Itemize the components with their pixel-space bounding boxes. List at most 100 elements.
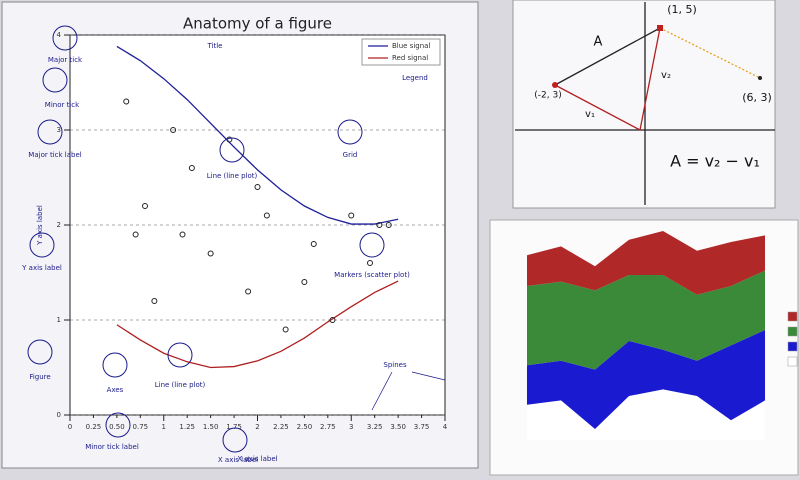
y-tick-label: 1 bbox=[57, 316, 61, 324]
x-minor-tick-label: 2.75 bbox=[320, 423, 336, 431]
line bbox=[116, 280, 399, 369]
x-minor-tick-label: 3.75 bbox=[414, 423, 430, 431]
diagram-label: (-2, 3) bbox=[534, 91, 561, 101]
chart-title: Anatomy of a figure bbox=[183, 15, 332, 33]
legend-swatch bbox=[787, 326, 798, 337]
x-axis-label: X axis label bbox=[237, 455, 277, 463]
x-minor-tick-label: 0.75 bbox=[133, 423, 149, 431]
annotation: Minor tick bbox=[45, 101, 80, 109]
x-tick-label: 4 bbox=[443, 423, 448, 431]
x-minor-tick-label: 1.75 bbox=[226, 423, 242, 431]
area bbox=[527, 231, 765, 295]
x-tick-label: 0 bbox=[68, 423, 72, 431]
spine-pointer bbox=[411, 371, 446, 381]
marker bbox=[142, 203, 148, 209]
annotation: Major tick label bbox=[28, 151, 81, 159]
annotation: Line (line plot) bbox=[155, 381, 206, 389]
spine-pointer bbox=[371, 371, 393, 411]
marker bbox=[207, 250, 214, 257]
diagram-label: v₂ bbox=[661, 70, 671, 81]
marker bbox=[170, 127, 177, 133]
diagram-label: v₁ bbox=[585, 109, 595, 120]
annotation-circle bbox=[222, 427, 248, 453]
marker bbox=[329, 317, 336, 323]
annotation: Y axis label bbox=[21, 264, 62, 272]
vector-line bbox=[554, 27, 661, 86]
marker bbox=[151, 298, 158, 304]
y-axis-label: Y axis label bbox=[36, 205, 44, 246]
annotation: Figure bbox=[29, 373, 50, 381]
annotation-circle bbox=[359, 232, 385, 258]
marker bbox=[245, 288, 252, 295]
annotation-circle bbox=[37, 119, 63, 145]
x-tick-label: 2 bbox=[255, 423, 259, 431]
marker bbox=[254, 184, 261, 190]
x-minor-tick-label: 0.25 bbox=[86, 423, 102, 431]
vector-panel bbox=[512, 0, 776, 209]
annotation-circle bbox=[52, 25, 78, 51]
x-minor-tick-label: 1.50 bbox=[203, 423, 219, 431]
annotation: X axis label bbox=[218, 456, 258, 464]
marker bbox=[179, 231, 186, 238]
y-tick-label: 0 bbox=[57, 411, 61, 419]
annotation: Line (line plot) bbox=[207, 172, 258, 180]
legend-label: Red signal bbox=[392, 54, 428, 62]
annotation: Minor tick label bbox=[85, 443, 139, 451]
marker bbox=[132, 231, 139, 238]
marker bbox=[301, 279, 308, 285]
area bbox=[527, 330, 765, 429]
legend-swatch bbox=[787, 311, 798, 322]
point bbox=[758, 76, 762, 80]
x-minor-tick-label: 1.25 bbox=[179, 423, 195, 431]
x-minor-tick-label: 3.50 bbox=[390, 423, 406, 431]
x-minor-tick-label: 2.50 bbox=[297, 423, 313, 431]
annotation: Axes bbox=[107, 386, 124, 394]
vector-line bbox=[554, 84, 641, 131]
annotation-circle bbox=[105, 412, 131, 438]
y-tick-label: 4 bbox=[57, 31, 62, 39]
marker bbox=[348, 212, 355, 219]
y-tick-label: 2 bbox=[57, 221, 61, 229]
vector-line bbox=[639, 27, 661, 131]
x-tick-label: 1 bbox=[162, 423, 166, 431]
annotation-circle bbox=[102, 352, 128, 378]
area bbox=[527, 270, 765, 370]
marker bbox=[282, 326, 289, 333]
annotation-circle bbox=[337, 119, 363, 145]
marker bbox=[123, 98, 130, 105]
diagram-label: A = v₂ − v₁ bbox=[670, 152, 760, 171]
point bbox=[552, 82, 558, 88]
marker bbox=[376, 222, 383, 228]
annotation: Major tick bbox=[48, 56, 83, 64]
area bbox=[527, 389, 765, 440]
legend-swatch bbox=[787, 341, 798, 352]
x-tick-label: 3 bbox=[349, 423, 353, 431]
annotation-circle bbox=[42, 67, 68, 93]
diagram-label: (6, 3) bbox=[742, 91, 772, 104]
line bbox=[116, 45, 399, 225]
marker bbox=[310, 241, 317, 247]
y-tick-label: 3 bbox=[57, 126, 61, 134]
legend-swatch bbox=[787, 356, 798, 367]
annotation-circle bbox=[219, 137, 245, 163]
annotation-circle bbox=[167, 342, 193, 368]
annotation: Markers (scatter plot) bbox=[334, 271, 410, 279]
vector-line bbox=[659, 27, 761, 79]
x-minor-tick-label: 0.50 bbox=[109, 423, 125, 431]
annotation: Legend bbox=[402, 74, 428, 82]
marker bbox=[367, 260, 373, 266]
annotation: Grid bbox=[343, 151, 358, 159]
legend-label: Blue signal bbox=[392, 42, 430, 50]
marker bbox=[188, 165, 195, 171]
diagram-label: (1, 5) bbox=[667, 3, 697, 16]
point bbox=[657, 25, 663, 31]
annotation: Spines bbox=[383, 361, 407, 369]
annotation: Title bbox=[206, 42, 222, 50]
marker bbox=[263, 212, 270, 219]
x-minor-tick-label: 3.25 bbox=[367, 423, 383, 431]
marker bbox=[385, 222, 392, 228]
legend-box bbox=[361, 38, 441, 66]
diagram-label: A bbox=[594, 35, 603, 50]
